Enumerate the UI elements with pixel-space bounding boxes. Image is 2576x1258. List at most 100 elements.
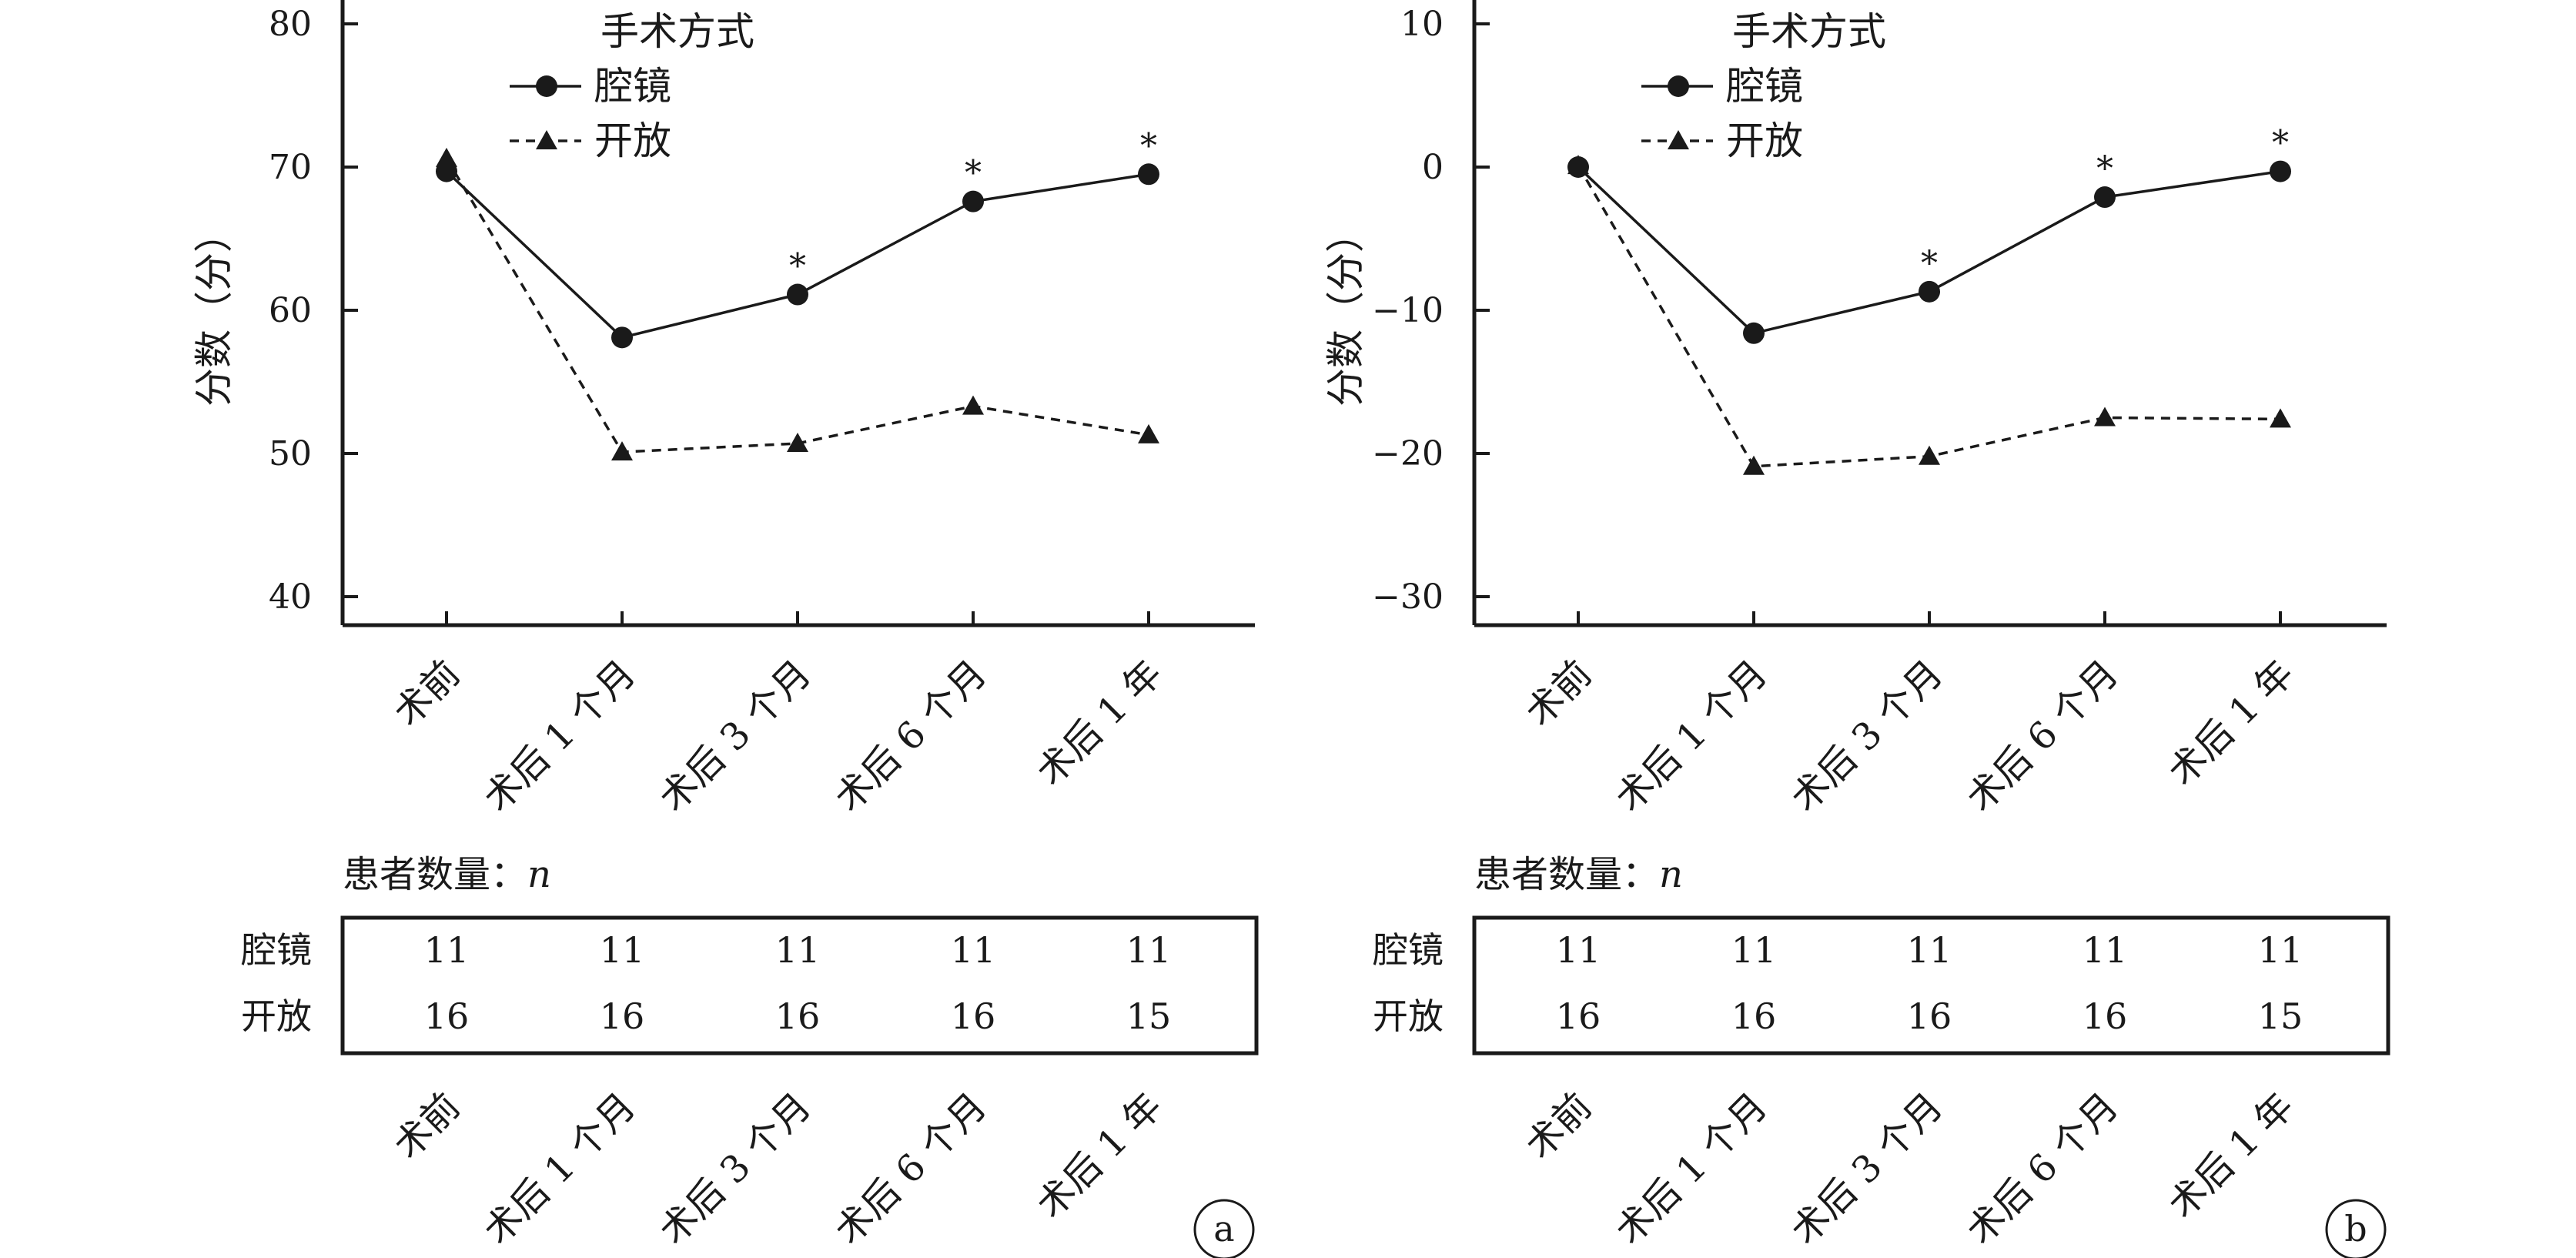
y-tick-label: −20 (1372, 434, 1444, 473)
legend-marker (536, 130, 557, 149)
table-row-label: 腔镜 (241, 929, 312, 971)
table-cell: 16 (1907, 995, 1952, 1037)
table-cell: 11 (1556, 929, 1601, 971)
data-point-腔镜 (1743, 322, 1765, 344)
data-point-腔镜 (1919, 280, 1940, 303)
x-tick-label: 术后 3 个月 (1783, 652, 1952, 821)
data-point-腔镜 (2094, 186, 2116, 209)
table-column-label: 术后 1 年 (1029, 1085, 1171, 1227)
series-line-开放 (1577, 165, 2281, 468)
table-cell: 15 (1126, 995, 1172, 1037)
data-point-开放 (787, 432, 808, 452)
x-tick-label: 术后 3 个月 (651, 652, 820, 821)
table-column-label: 术前 (386, 1085, 468, 1167)
table-row-label: 开放 (241, 995, 312, 1037)
table-cell: 16 (600, 995, 645, 1037)
table-cell: 16 (2083, 995, 2128, 1037)
data-point-开放 (2270, 408, 2291, 428)
table-column-label: 术后 1 年 (2160, 1085, 2303, 1227)
table-cell: 15 (2258, 995, 2303, 1037)
table-cell: 16 (1556, 995, 1601, 1037)
table-cell: 11 (424, 929, 470, 971)
table-cell: 16 (1731, 995, 1777, 1037)
data-point-腔镜 (611, 326, 633, 349)
data-point-开放 (2094, 407, 2116, 427)
significance-marker: * (2272, 124, 2289, 163)
legend-marker (1668, 130, 1689, 149)
table-column-label: 术后 6 个月 (827, 1085, 995, 1253)
legend-entry-label: 腔镜 (1726, 64, 1803, 109)
panel-letter-circle (1193, 1199, 1255, 1258)
table-column-label: 术后 1 个月 (1607, 1085, 1776, 1253)
table-cell: 11 (951, 929, 996, 971)
panel-letter: a (1213, 1208, 1234, 1250)
y-tick-label: 50 (269, 434, 312, 473)
legend-title: 手术方式 (1732, 9, 1886, 54)
table-row-label: 腔镜 (1373, 929, 1444, 971)
table-title: 患者数量：n (343, 853, 551, 896)
x-tick-label: 术前 (386, 652, 468, 734)
table-box (340, 915, 1259, 1056)
data-point-开放 (962, 395, 984, 415)
y-axis-label: 分数（分） (192, 214, 236, 407)
table-title: 患者数量：n (1474, 853, 1683, 896)
y-tick-label: −10 (1372, 291, 1444, 330)
x-tick-label: 术后 1 个月 (1607, 652, 1776, 821)
legend-entry-label: 开放 (594, 119, 671, 163)
patient-count-table: 患者数量：n 腔镜 11 11 11 11 11 开放 16 16 16 16 15 (241, 853, 1259, 1056)
table-column-label: 术后 6 个月 (1959, 1085, 2127, 1253)
table-cell: 11 (1126, 929, 1172, 971)
y-tick-label: −30 (1372, 577, 1444, 617)
panel-letter: b (2344, 1208, 2367, 1250)
x-tick-label: 术后 1 年 (2160, 652, 2303, 795)
data-point-开放 (1743, 455, 1765, 475)
significance-marker: * (2096, 149, 2113, 189)
significance-marker: * (965, 154, 982, 193)
patient-count-table: 患者数量：n 腔镜 11 11 11 11 11 开放 16 16 16 16 15 (1373, 853, 2390, 1056)
data-point-腔镜 (962, 190, 984, 212)
y-tick-label: 60 (269, 291, 312, 330)
table-box (1472, 915, 2390, 1056)
table-cell: 16 (951, 995, 996, 1037)
legend-marker (1668, 75, 1689, 97)
significance-marker: * (1921, 244, 1938, 283)
y-tick-label: 0 (1422, 148, 1444, 187)
table-cell: 11 (2083, 929, 2128, 971)
panel-letter-circle (2325, 1199, 2387, 1258)
table-row-label: 开放 (1373, 995, 1444, 1037)
significance-marker: * (1140, 126, 1157, 166)
table-cell: 11 (775, 929, 821, 971)
table-column-label: 术后 1 个月 (476, 1085, 644, 1253)
table-column-label: 术后 3 个月 (1783, 1085, 1952, 1253)
legend-entry-label: 腔镜 (594, 64, 671, 109)
x-tick-label: 术后 1 年 (1029, 652, 1171, 795)
x-tick-label: 术后 1 个月 (476, 652, 644, 821)
data-point-腔镜 (2270, 160, 2291, 182)
legend-marker (536, 75, 557, 97)
data-point-腔镜 (787, 283, 808, 306)
legend-title: 手术方式 (601, 9, 754, 54)
data-point-开放 (1567, 155, 1589, 175)
table-cell: 16 (775, 995, 821, 1037)
legend-entry-label: 开放 (1726, 119, 1803, 163)
data-point-腔镜 (1138, 163, 1159, 186)
significance-marker: * (789, 247, 806, 286)
y-tick-label: 40 (269, 577, 312, 617)
table-cell: 16 (424, 995, 470, 1037)
table-cell: 11 (1731, 929, 1777, 971)
table-column-label: 术后 3 个月 (651, 1085, 820, 1253)
table-column-label: 术前 (1517, 1085, 1600, 1167)
table-cell: 11 (2258, 929, 2303, 971)
y-axis-label: 分数（分） (1323, 214, 1368, 407)
data-point-开放 (611, 441, 633, 461)
x-tick-label: 术前 (1517, 652, 1600, 734)
x-tick-label: 术后 6 个月 (827, 652, 995, 821)
data-point-开放 (1919, 445, 1940, 465)
table-cell: 11 (1907, 929, 1952, 971)
y-tick-label: 10 (1400, 5, 1444, 44)
